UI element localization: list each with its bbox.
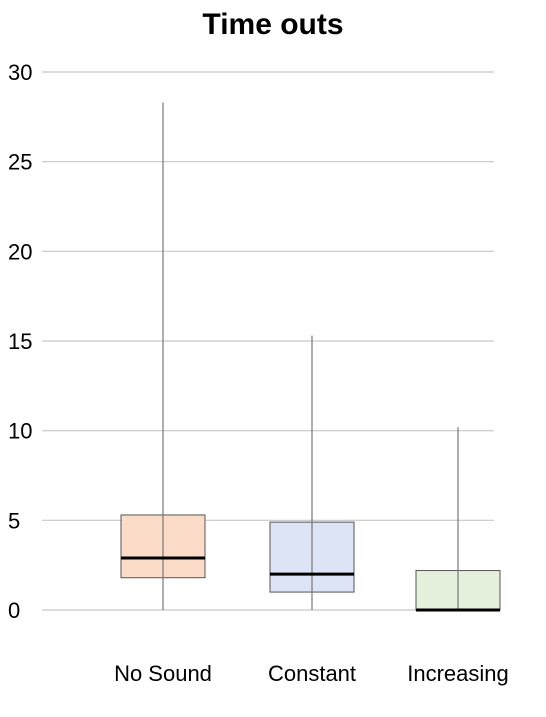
gridlines	[42, 71, 494, 611]
box-no-sound	[120, 102, 206, 610]
y-tick-label-10: 10	[8, 419, 32, 444]
y-tick-label-15: 15	[8, 329, 32, 354]
y-tick-label-25: 25	[8, 150, 32, 175]
box-increasing	[415, 427, 501, 612]
box-constant	[269, 335, 355, 610]
y-axis-tick-labels: 0 5 10 15 20 25 30	[8, 60, 32, 623]
category-label-increasing: Increasing	[407, 661, 509, 686]
category-labels: No Sound Constant Increasing	[114, 661, 509, 686]
y-tick-label-0: 0	[8, 598, 20, 623]
y-tick-label-30: 30	[8, 60, 32, 85]
y-tick-label-5: 5	[8, 508, 20, 533]
category-label-no-sound: No Sound	[114, 661, 212, 686]
boxes	[120, 102, 501, 612]
chart-title: Time outs	[202, 8, 344, 41]
category-label-constant: Constant	[268, 661, 356, 686]
y-tick-label-20: 20	[8, 239, 32, 264]
